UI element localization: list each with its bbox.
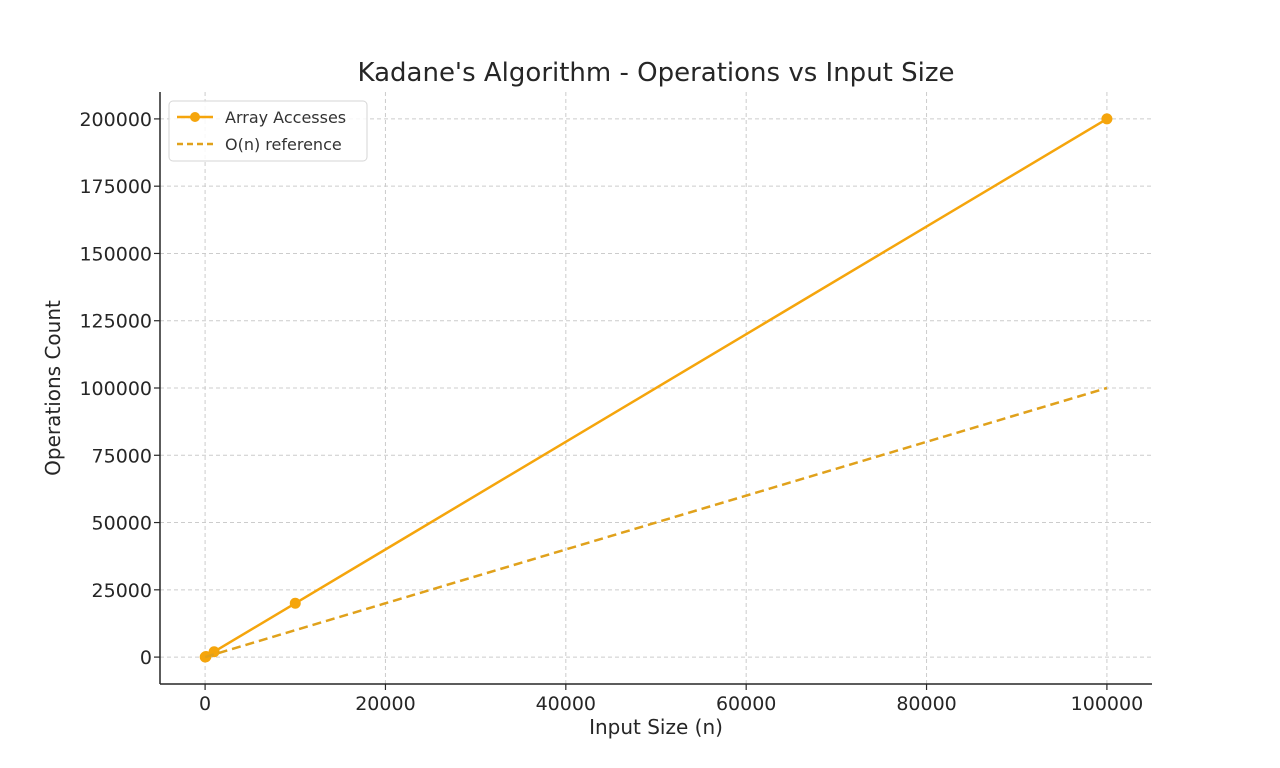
y-tick-label: 125000 — [79, 311, 152, 333]
x-tick-label: 0 — [199, 693, 211, 715]
axes: 0 20000 40000 60000 80000 100000 0 25000 50000 75… — [79, 92, 1152, 715]
legend: Array Accesses O(n) reference — [168, 100, 368, 162]
x-tick-label: 20000 — [355, 693, 415, 715]
chart-title: Kadane's Algorithm - Operations vs Input… — [358, 58, 955, 88]
x-tick-label: 40000 — [536, 693, 596, 715]
x-tick-label: 60000 — [716, 693, 776, 715]
x-axis-label: Input Size (n) — [589, 715, 723, 739]
x-tick-label: 80000 — [896, 693, 956, 715]
y-axis-label: Operations Count — [41, 300, 65, 476]
y-tick-label: 175000 — [79, 176, 152, 198]
legend-label-0: Array Accesses — [225, 108, 346, 127]
y-tick-label: 50000 — [92, 513, 152, 535]
legend-marker-0 — [190, 112, 200, 122]
y-tick-label: 0 — [140, 647, 152, 669]
y-tick-label: 150000 — [79, 243, 152, 265]
series-point-0 — [289, 597, 301, 609]
series-point-0 — [1101, 113, 1113, 125]
legend-label-1: O(n) reference — [225, 135, 342, 154]
legend-box — [168, 100, 368, 162]
y-tick-label: 200000 — [79, 109, 152, 131]
y-tick-label: 100000 — [79, 378, 152, 400]
grid — [160, 92, 1152, 684]
series-line-1 — [204, 386, 1108, 659]
x-tick-label: 100000 — [1071, 693, 1144, 715]
plot-series — [199, 113, 1113, 663]
y-tick-label: 75000 — [92, 445, 152, 467]
y-tick-label: 25000 — [92, 580, 152, 602]
